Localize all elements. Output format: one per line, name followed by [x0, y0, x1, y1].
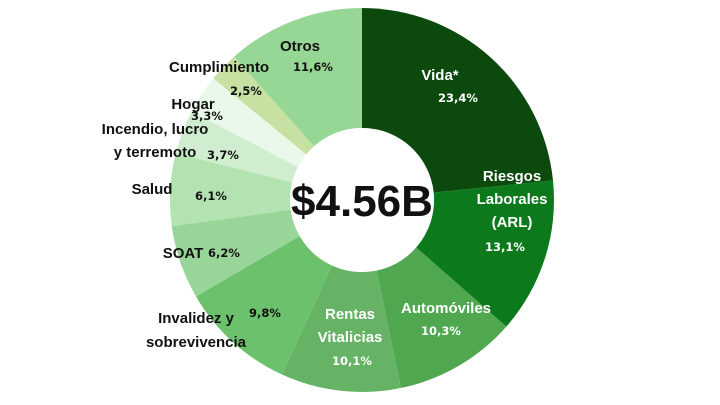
slice-hogar: [191, 78, 307, 167]
slice-soat: [171, 209, 300, 297]
slice-invalidez-y-sobrevivencia: [195, 236, 332, 375]
slice-rentas-vitalicias: [281, 265, 401, 392]
slice-label: Incendio, lucro: [102, 121, 209, 138]
slice-label: Invalidez y: [158, 310, 235, 327]
slice-label: Vitalicias: [318, 329, 383, 346]
slice-label: Riesgos: [483, 168, 541, 185]
slice-label: y terremoto: [114, 144, 197, 161]
slice-label: (ARL): [492, 214, 533, 231]
slice-percent-label: 10,1%: [332, 354, 372, 368]
slice-vida: [362, 8, 554, 193]
slice-percent-label: 11,6%: [293, 60, 333, 74]
slice-riesgos-laborales-arl: [416, 180, 555, 327]
slice-percent-label: 2,5%: [230, 84, 262, 98]
center-total-label: $4.56B: [291, 177, 433, 226]
donut-hole: [290, 128, 434, 272]
slice-label: Cumplimiento: [169, 59, 269, 76]
slice-label: SOAT: [163, 245, 204, 262]
slice-label: Vida*: [421, 67, 458, 84]
slice-label: Salud: [132, 181, 173, 198]
slice-label: Rentas: [325, 306, 375, 323]
slice-percent-label: 6,2%: [208, 246, 240, 260]
slice-label: Hogar: [171, 96, 215, 113]
slice-label: sobrevivencia: [146, 334, 247, 351]
slice-percent-label: 3,7%: [207, 148, 239, 162]
slice-salud: [170, 153, 293, 227]
slice-label: Laborales: [477, 191, 548, 208]
slice-percent-label: 3,3%: [191, 109, 223, 123]
slice-cumplimiento: [213, 56, 315, 155]
slice-label: Otros: [280, 38, 320, 55]
slice-percent-label: 10,3%: [421, 324, 461, 338]
slice-otros: [234, 8, 362, 147]
slice-incendio-lucro-y-terremoto: [175, 111, 299, 183]
slice-label: Automóviles: [401, 300, 491, 317]
slice-percent-label: 23,4%: [438, 91, 478, 105]
slice-percent-label: 6,1%: [195, 189, 227, 203]
slice-autom-viles: [376, 247, 507, 389]
slice-percent-label: 9,8%: [249, 306, 281, 320]
slice-percent-label: 13,1%: [485, 240, 525, 254]
